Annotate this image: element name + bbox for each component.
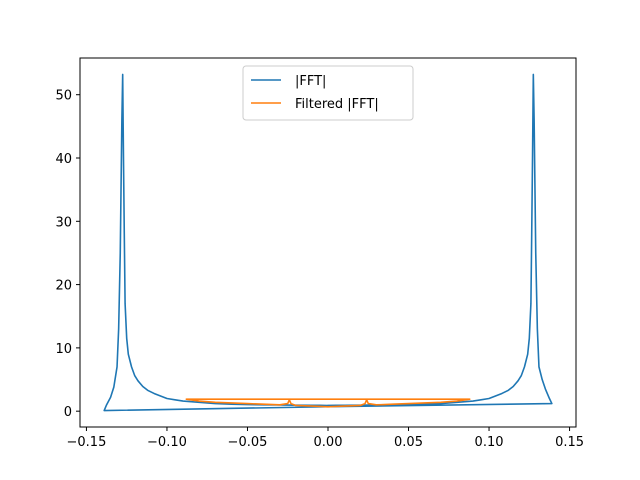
x-tick-label: 0.05 — [394, 435, 423, 450]
legend-label-0: |FFT| — [295, 74, 326, 89]
x-tick-label: 0.15 — [555, 435, 584, 450]
y-axis: 0 10 20 30 40 50 — [55, 89, 80, 420]
x-tick-label: −0.10 — [147, 435, 187, 450]
y-tick-label: 10 — [55, 342, 72, 357]
plot-area — [103, 73, 553, 412]
x-tick-label: −0.05 — [228, 435, 268, 450]
y-tick-label: 40 — [55, 152, 72, 167]
series-line-1 — [185, 398, 471, 408]
x-tick-label: −0.15 — [67, 435, 107, 450]
y-tick-label: 50 — [55, 89, 72, 104]
y-tick-label: 20 — [55, 279, 72, 294]
axes-frame — [79, 57, 577, 428]
legend-box — [242, 65, 414, 121]
x-axis: −0.15 −0.10 −0.05 0.00 0.05 0.10 0.15 — [67, 427, 584, 450]
y-tick-label: 30 — [55, 215, 72, 230]
x-tick-label: 0.00 — [314, 435, 343, 450]
y-tick-label: 0 — [64, 405, 72, 420]
x-tick-label: 0.10 — [475, 435, 504, 450]
legend: |FFT| Filtered |FFT| — [242, 65, 414, 121]
legend-label-1: Filtered |FFT| — [295, 97, 379, 112]
